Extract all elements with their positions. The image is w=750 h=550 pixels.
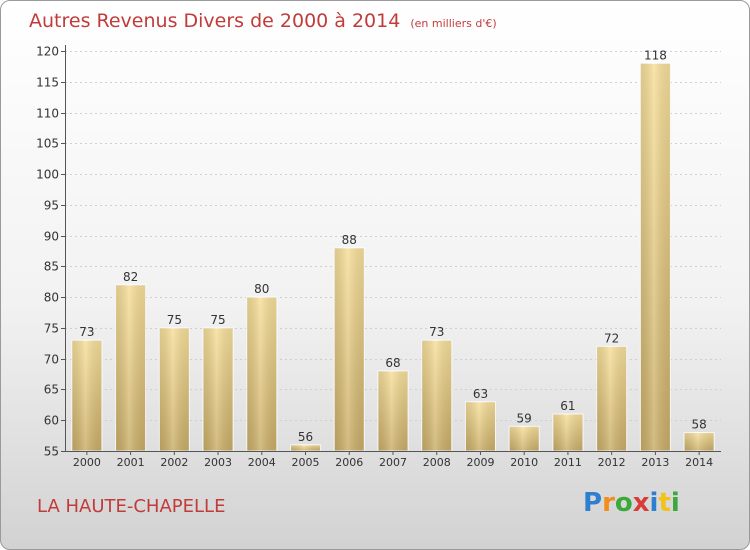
y-tick-label: 100 xyxy=(36,168,59,182)
data-label: 58 xyxy=(691,418,706,432)
x-tick-label: 2010 xyxy=(510,456,538,469)
y-tick-label: 115 xyxy=(36,76,59,90)
logo-letter: P xyxy=(583,488,603,518)
data-label: 63 xyxy=(473,387,488,401)
y-tick-label: 80 xyxy=(44,291,59,305)
bar-shade xyxy=(203,327,234,451)
logo-letter: t xyxy=(658,488,671,518)
bar-shade xyxy=(159,327,190,451)
y-tick-label: 85 xyxy=(44,260,59,274)
x-tick-label: 2000 xyxy=(73,456,101,469)
data-label: 82 xyxy=(123,270,138,284)
data-label: 68 xyxy=(385,356,400,370)
data-label: 73 xyxy=(429,325,444,339)
logo-letter: o xyxy=(614,488,633,518)
y-tick-label: 55 xyxy=(44,445,59,459)
y-tick-label: 90 xyxy=(44,230,59,244)
x-tick-label: 2008 xyxy=(423,456,451,469)
bar-shade xyxy=(421,340,452,451)
bar-shade xyxy=(640,63,671,452)
proxiti-logo[interactable]: Proxiti xyxy=(583,488,680,518)
x-tick-label: 2009 xyxy=(466,456,494,469)
data-label: 56 xyxy=(298,430,313,444)
x-tick-label: 2005 xyxy=(292,456,320,469)
logo-letter: i xyxy=(670,488,680,518)
bar-shade xyxy=(465,401,496,451)
data-label: 80 xyxy=(254,282,269,296)
y-tick-label: 95 xyxy=(44,199,59,213)
x-tick-label: 2002 xyxy=(160,456,188,469)
logo-letter: x xyxy=(632,488,650,518)
y-tick-label: 75 xyxy=(44,322,59,336)
data-label: 118 xyxy=(644,48,667,62)
x-tick-label: 2004 xyxy=(248,456,276,469)
bar-shade xyxy=(334,247,365,451)
bar-shade xyxy=(115,284,146,451)
bar-shade xyxy=(552,414,583,451)
city-name: LA HAUTE-CHAPELLE xyxy=(37,496,226,517)
data-label: 75 xyxy=(167,313,182,327)
y-tick-label: 65 xyxy=(44,383,59,397)
chart-title: Autres Revenus Divers de 2000 à 2014 (en… xyxy=(29,10,497,32)
y-tick-label: 110 xyxy=(36,107,59,121)
logo-letter: r xyxy=(602,488,615,518)
data-label: 75 xyxy=(210,313,225,327)
x-tick-label: 2003 xyxy=(204,456,232,469)
y-tick-label: 105 xyxy=(36,137,59,151)
x-tick-label: 2013 xyxy=(641,456,669,469)
bar-shade xyxy=(684,432,715,451)
data-label: 59 xyxy=(517,411,532,425)
logo-letter: i xyxy=(649,488,659,518)
y-tick-label: 60 xyxy=(44,414,59,428)
x-tick-label: 2007 xyxy=(379,456,407,469)
x-tick-label: 2011 xyxy=(554,456,582,469)
bar-shade xyxy=(71,340,102,451)
bar-shade xyxy=(378,371,408,451)
data-label: 72 xyxy=(604,331,619,345)
data-label: 88 xyxy=(342,233,357,247)
x-tick-label: 2001 xyxy=(117,456,145,469)
x-tick-label: 2014 xyxy=(685,456,713,469)
data-label: 61 xyxy=(560,399,575,413)
x-tick-label: 2012 xyxy=(598,456,626,469)
chart-title-text: Autres Revenus Divers de 2000 à 2014 xyxy=(29,10,401,32)
bar-shade xyxy=(290,444,321,451)
bar-shade xyxy=(596,346,627,451)
chart-unit: (en milliers d'€) xyxy=(410,17,497,30)
x-tick-label: 2006 xyxy=(335,456,363,469)
y-tick-label: 70 xyxy=(44,353,59,367)
bar-shade xyxy=(509,426,540,451)
bar-shade xyxy=(246,297,277,451)
data-label: 73 xyxy=(79,325,94,339)
y-tick-label: 120 xyxy=(36,45,59,59)
